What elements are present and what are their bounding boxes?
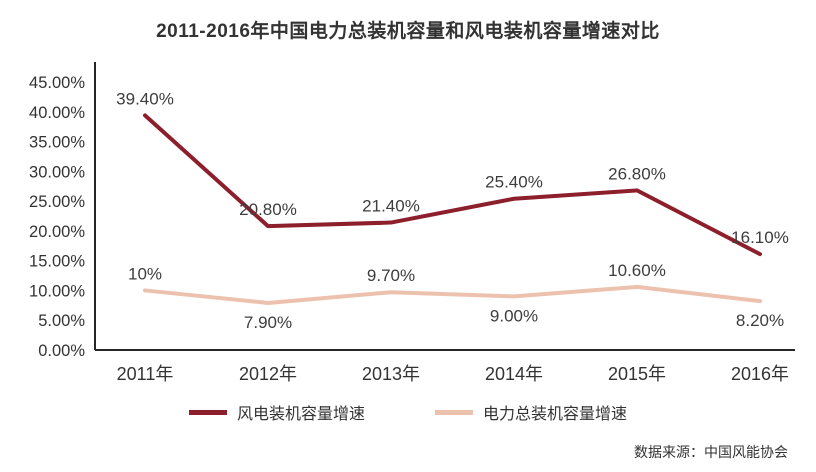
x-tick-label: 2014年 (485, 364, 543, 384)
data-label: 21.40% (362, 197, 420, 216)
x-tick-label: 2015年 (608, 364, 666, 384)
legend-item: 电力总装机容量增速 (435, 400, 627, 424)
y-tick-label: 20.00% (29, 223, 85, 241)
data-label: 39.40% (116, 89, 174, 108)
y-tick-label: 10.00% (29, 282, 85, 300)
data-label: 10% (128, 264, 162, 283)
data-label: 16.10% (731, 228, 789, 247)
legend-swatch (435, 409, 473, 415)
line-chart: 0.00% 5.00% 10.00% 15.00% 20.00% 25.00% 30.00%… (29, 62, 795, 384)
y-tick-label: 35.00% (29, 134, 85, 152)
legend-item: 风电装机容量增速 (188, 400, 365, 424)
data-label: 9.00% (490, 306, 538, 325)
y-tick-label: 5.00% (38, 312, 85, 330)
chart-title: 2011-2016年中国电力总装机容量和风电装机容量增速对比 (156, 21, 660, 42)
x-tick-label: 2012年 (239, 364, 297, 384)
series-line-1 (143, 284, 762, 305)
data-label: 26.80% (608, 164, 666, 183)
legend-swatch (188, 409, 227, 415)
y-tick-label: 45.00% (29, 74, 85, 92)
data-label: 25.40% (485, 173, 543, 192)
legend-label: 电力总装机容量增速 (483, 406, 628, 423)
data-label: 20.80% (239, 200, 297, 219)
y-tick-label: 0.00% (38, 342, 85, 360)
source-note: 数据来源：中国风能协会 (634, 444, 788, 460)
legend: 风电装机容量增速 电力总装机容量增速 (0, 400, 816, 424)
y-tick-label: 25.00% (29, 193, 85, 211)
data-label: 10.60% (608, 261, 666, 280)
y-tick-label: 15.00% (29, 253, 85, 271)
x-tick-label: 2011年 (117, 364, 174, 384)
y-tick-label: 40.00% (29, 104, 85, 122)
data-label: 7.90% (244, 313, 292, 332)
x-tick-label: 2016年 (731, 364, 789, 384)
data-label: 8.20% (736, 311, 784, 330)
x-tick-label: 2013年 (362, 364, 420, 384)
y-tick-label: 30.00% (29, 163, 85, 181)
legend-label: 风电装机容量增速 (236, 406, 365, 423)
data-label: 9.70% (367, 266, 415, 285)
series-line-0 (143, 113, 762, 257)
